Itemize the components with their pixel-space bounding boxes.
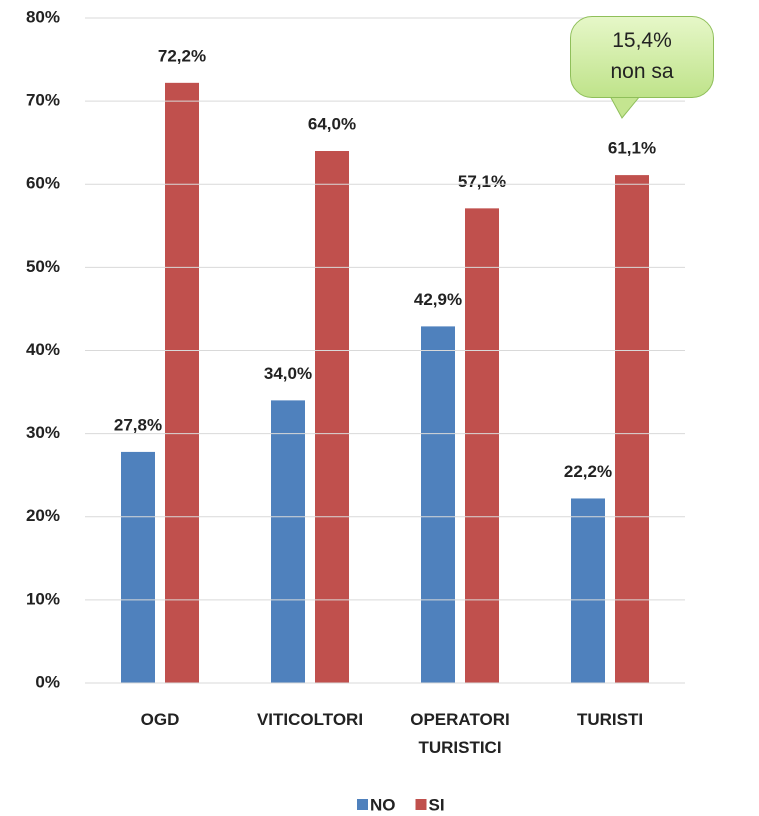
y-tick-label: 80% (26, 7, 60, 26)
bar (271, 400, 305, 683)
data-label: 27,8% (114, 415, 162, 434)
data-label: 22,2% (564, 462, 612, 481)
y-tick-label: 30% (26, 423, 60, 442)
data-label: 57,1% (458, 172, 506, 191)
x-tick-label: TURISTI (576, 710, 644, 729)
x-tick-label: VITICOLTORI (256, 710, 364, 729)
legend-swatch (415, 799, 427, 810)
y-tick-label: 10% (26, 589, 60, 608)
bar (121, 451, 155, 683)
bar (315, 151, 349, 683)
data-label: 64,0% (308, 114, 356, 133)
y-tick-label: 40% (26, 340, 60, 359)
data-label: 61,1% (608, 139, 656, 158)
bar (615, 175, 649, 683)
x-tick-label: OGD (140, 710, 180, 729)
y-tick-label: 50% (26, 257, 60, 276)
callout-line: 15,4% (612, 29, 672, 52)
callout: 15,4% non sa (570, 16, 714, 98)
y-tick-label: 70% (26, 91, 60, 110)
bar (421, 326, 455, 683)
bar (465, 208, 499, 683)
callout-line: non sa (610, 60, 674, 83)
callout-tail (609, 95, 642, 119)
data-label: 34,0% (264, 364, 312, 383)
bar (165, 82, 199, 683)
y-tick-label: 60% (26, 174, 60, 193)
y-tick-label: 20% (26, 506, 60, 525)
legend-label: NO (370, 795, 396, 814)
data-label: 42,9% (414, 290, 462, 309)
legend-label: SI (429, 795, 445, 814)
y-tick-label: 0% (35, 672, 60, 691)
data-label: 72,2% (158, 46, 206, 65)
legend-swatch (357, 799, 368, 810)
bar (571, 498, 605, 683)
x-tick-label: OPERATORI TURISTICI (410, 710, 510, 757)
